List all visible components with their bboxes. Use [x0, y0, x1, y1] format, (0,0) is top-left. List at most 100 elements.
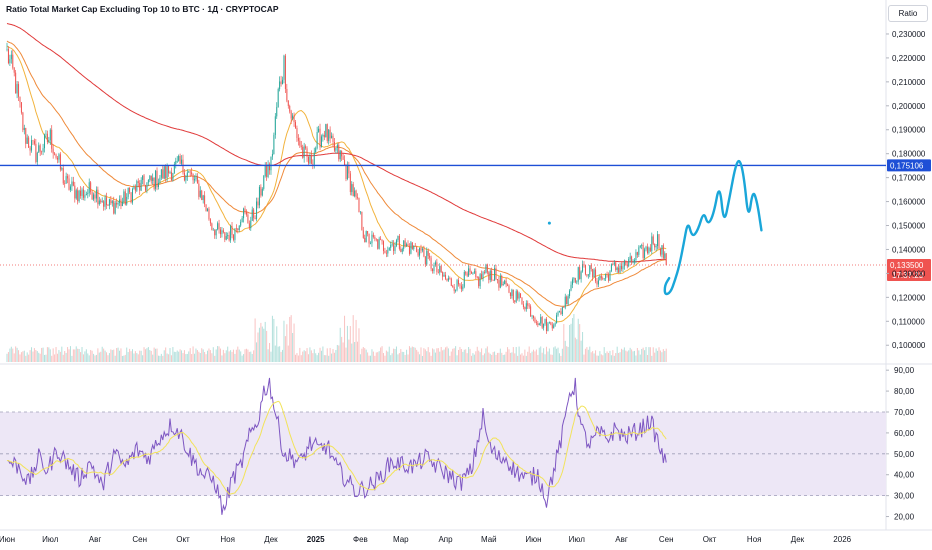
candle-body [303, 146, 305, 158]
scale-button[interactable]: Ratio [888, 5, 928, 22]
volume-bar [38, 352, 40, 362]
candle-body [582, 264, 584, 272]
volume-bar [423, 348, 425, 362]
candle-body [224, 232, 226, 240]
candle-body [388, 247, 390, 251]
volume-bar [564, 340, 566, 362]
candle-body [131, 188, 134, 203]
candle-body [644, 249, 646, 259]
candle-body [111, 201, 113, 204]
candle-body [77, 190, 79, 202]
volume-bar [599, 351, 601, 362]
volume-bar [64, 351, 66, 362]
volume-bar [462, 351, 464, 362]
volume-bar [235, 349, 237, 362]
volume-bar [231, 351, 233, 362]
volume-bar [482, 355, 484, 362]
candle-body [276, 107, 278, 117]
volume-bar [638, 350, 640, 362]
candle-body [610, 264, 612, 271]
volume-bar [77, 348, 79, 362]
volume-bar [179, 349, 181, 362]
volume-bar [589, 346, 591, 362]
volume-bar [113, 349, 115, 362]
volume-bar [178, 351, 180, 362]
volume-bar [72, 349, 74, 362]
candle-body [293, 115, 295, 123]
candle-body [501, 276, 503, 286]
volume-bar [116, 348, 118, 362]
volume-bar [584, 348, 586, 362]
volume-bar [367, 352, 369, 362]
price-tick-label: 0,130000 [892, 269, 926, 278]
candle-body [593, 269, 595, 278]
volume-bar [574, 337, 576, 362]
candle-body [205, 204, 207, 212]
volume-bar [225, 350, 227, 362]
candle-body [408, 245, 410, 254]
candle-body [628, 259, 630, 267]
candle-body [414, 245, 416, 247]
candle-body [20, 102, 22, 113]
volume-bar [505, 351, 507, 362]
candle-body [429, 255, 431, 258]
candle-body [481, 274, 483, 279]
volume-bar [446, 346, 448, 362]
time-tick-label: Июл [42, 535, 59, 544]
volume-bar [439, 351, 441, 362]
volume-bar [127, 352, 129, 362]
rsi-ma-line [6, 400, 667, 495]
volume-bar [140, 350, 142, 362]
candle-body [95, 189, 97, 199]
candle-body [179, 155, 181, 164]
candle-body [227, 235, 229, 237]
volume-bar [370, 355, 372, 362]
volume-bar [108, 353, 110, 362]
volume-bar [447, 348, 449, 362]
time-tick-label: Июн [0, 535, 15, 544]
candle-body [127, 187, 129, 197]
candle-body [563, 307, 565, 308]
candle-body [306, 148, 308, 157]
volume-bar [636, 347, 638, 362]
price-tick-label: 0,230000 [892, 30, 926, 39]
volume-bar [134, 351, 136, 362]
volume-bar [403, 351, 405, 362]
volume-bar [322, 346, 324, 362]
candle-body [322, 134, 324, 137]
volume-bar [237, 346, 239, 362]
volume-bar [196, 350, 198, 362]
volume-bar [280, 351, 282, 362]
candle-body [133, 187, 135, 189]
volume-bar [273, 318, 275, 362]
candle-body [36, 152, 38, 163]
candle-body [368, 233, 370, 244]
volume-bar [283, 320, 285, 362]
volume-bar [380, 347, 382, 362]
candle-body [456, 280, 458, 290]
candle-body [241, 218, 243, 222]
volume-bar [463, 349, 465, 362]
volume-bar [256, 342, 258, 362]
volume-bar [433, 349, 435, 362]
volume-bar [352, 315, 354, 362]
volume-bar [284, 336, 286, 362]
candle-body [370, 243, 372, 244]
candle-body [535, 322, 537, 324]
volume-bar [545, 346, 547, 362]
candle-body [225, 236, 227, 240]
candle-body [139, 183, 141, 191]
candle-body [489, 270, 491, 280]
volume-bar [603, 347, 605, 362]
candle-body [143, 175, 145, 185]
volume-bar [195, 348, 197, 362]
volume-bar [524, 349, 526, 362]
volume-bar [387, 351, 389, 362]
candle-body [243, 208, 245, 219]
volume-bar [264, 321, 266, 362]
candle-body [491, 270, 493, 281]
candle-body [534, 318, 536, 323]
volume-bar [610, 355, 612, 362]
candle-body [204, 195, 206, 205]
